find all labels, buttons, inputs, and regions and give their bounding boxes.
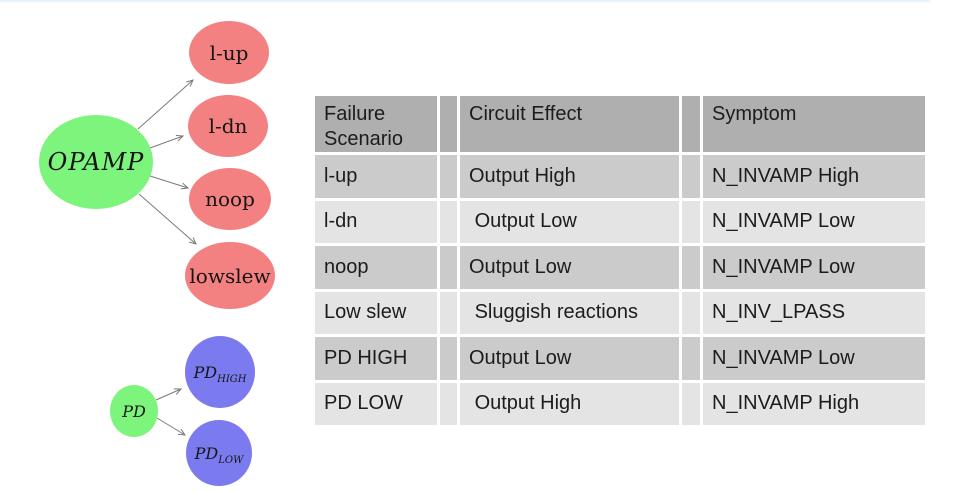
arrow-opamp-to-lowslew xyxy=(138,193,197,245)
arrow-opamp-to-l-up xyxy=(137,79,194,130)
arrow-opamp-to-l-dn xyxy=(149,134,185,149)
cell-effect: Output High xyxy=(460,155,679,198)
cell-symptom: N_INVAMP High xyxy=(703,155,925,198)
cell-scenario: noop xyxy=(315,246,437,289)
node-pd-high-label: PDHIGH xyxy=(193,362,247,385)
cell-scenario: l-dn xyxy=(315,200,437,243)
node-opamp: OPAMP xyxy=(39,115,153,209)
node-opamp-label: OPAMP xyxy=(47,148,145,176)
node-pd-low-label: PDLOW xyxy=(194,443,244,466)
table-spacer-cell xyxy=(440,291,457,334)
cell-effect: Output Low xyxy=(460,337,679,380)
table-spacer-cell xyxy=(682,96,700,152)
table-spacer-cell xyxy=(682,155,700,198)
table-spacer-cell xyxy=(682,382,700,425)
cell-symptom: N_INVAMP High xyxy=(703,382,925,425)
cell-symptom: N_INVAMP Low xyxy=(703,246,925,289)
cell-effect: Sluggish reactions xyxy=(460,291,679,334)
node-noop: noop xyxy=(189,168,271,230)
header-failure-scenario: Failure Scenario xyxy=(315,96,437,152)
node-l-up-label: l-up xyxy=(209,40,249,65)
node-pd: PD xyxy=(110,385,158,437)
fault-tree-diagram: OPAMP l-up l-dn noop lowslew PD PDHIGH P… xyxy=(0,0,320,492)
connector-arrows xyxy=(137,79,197,436)
table-spacer-cell xyxy=(682,246,700,289)
top-accent-line xyxy=(0,0,930,2)
node-pd-high: PDHIGH xyxy=(185,336,255,408)
cell-effect: Output Low xyxy=(460,200,679,243)
table-spacer-cell xyxy=(440,337,457,380)
table-spacer-cell xyxy=(440,155,457,198)
cell-symptom: N_INVAMP Low xyxy=(703,200,925,243)
node-l-dn: l-dn xyxy=(188,95,268,157)
table-spacer-cell xyxy=(682,337,700,380)
header-symptom: Symptom xyxy=(703,96,925,152)
cell-effect: Output High xyxy=(460,382,679,425)
cell-symptom: N_INV_LPASS xyxy=(703,291,925,334)
node-noop-label: noop xyxy=(205,187,255,211)
arrow-pd-to-pd-low xyxy=(156,417,187,436)
node-lowslew: lowslew xyxy=(185,242,275,309)
table-spacer-cell xyxy=(440,246,457,289)
table-spacer-cell xyxy=(682,200,700,243)
node-pd-low: PDLOW xyxy=(186,420,252,486)
node-l-up: l-up xyxy=(189,21,269,84)
failure-symptom-table: Failure Scenario Circuit Effect Symptom … xyxy=(315,96,925,425)
arrow-pd-to-pd-high xyxy=(155,388,183,401)
node-pd-label: PD xyxy=(122,401,146,421)
cell-effect: Output Low xyxy=(460,246,679,289)
cell-scenario: Low slew xyxy=(315,291,437,334)
table-spacer-cell xyxy=(682,291,700,334)
arrow-opamp-to-noop xyxy=(149,175,190,190)
cell-symptom: N_INVAMP Low xyxy=(703,337,925,380)
cell-scenario: l-up xyxy=(315,155,437,198)
node-l-dn-label: l-dn xyxy=(208,114,248,138)
cell-scenario: PD HIGH xyxy=(315,337,437,380)
table-spacer-cell xyxy=(440,382,457,425)
header-circuit-effect: Circuit Effect xyxy=(460,96,679,152)
table-spacer-cell xyxy=(440,96,457,152)
table-spacer-cell xyxy=(440,200,457,243)
node-lowslew-label: lowslew xyxy=(189,263,271,288)
cell-scenario: PD LOW xyxy=(315,382,437,425)
